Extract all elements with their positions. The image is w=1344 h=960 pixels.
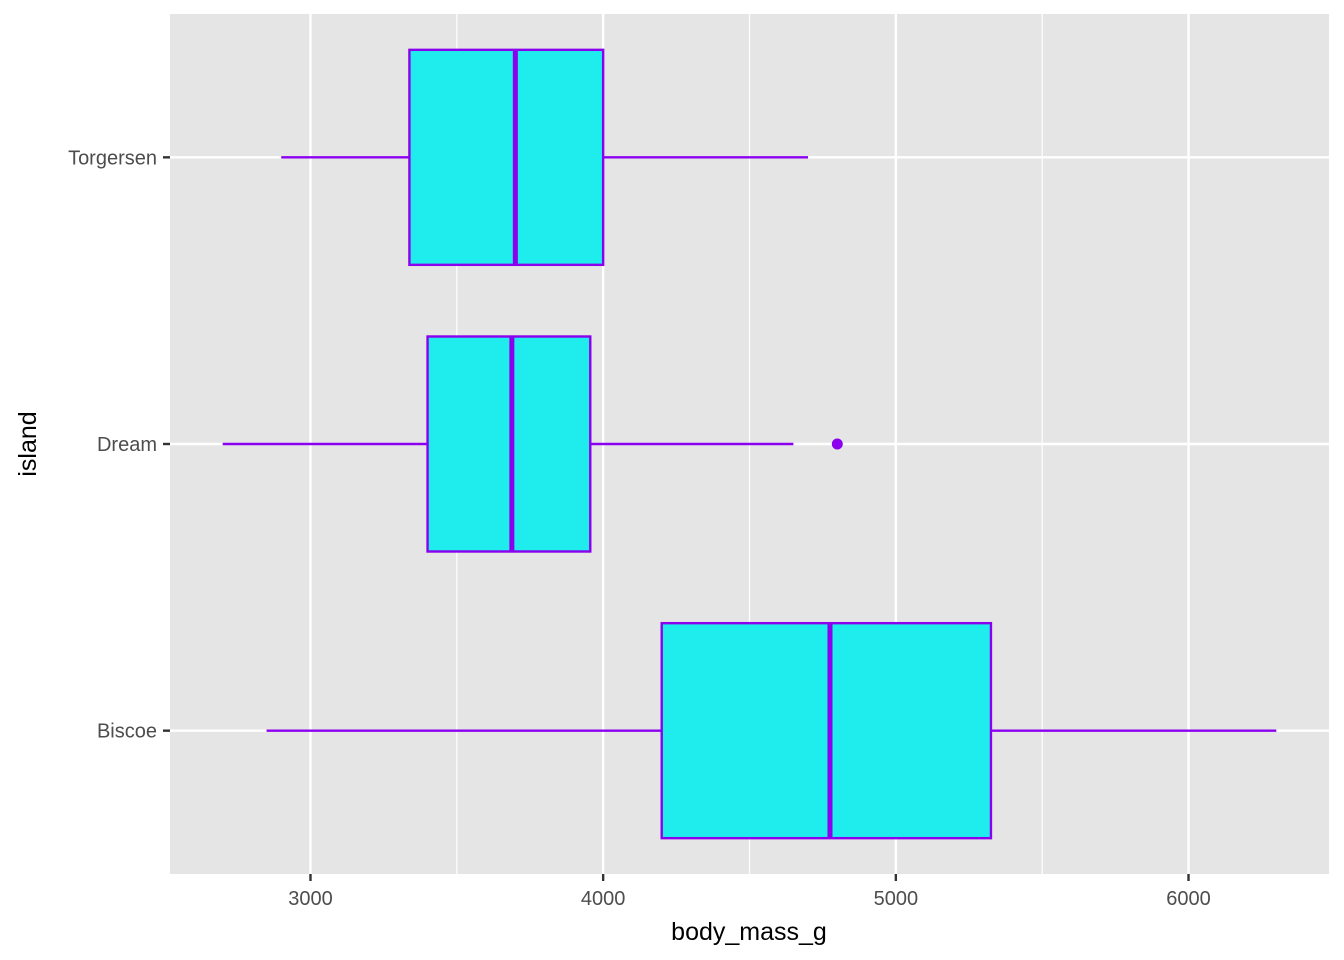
x-axis-title: body_mass_g	[671, 918, 827, 946]
x-tick-label: 4000	[581, 888, 626, 910]
box-layer	[222, 48, 1277, 840]
box-iqr	[408, 48, 605, 267]
y-tick-label: Biscoe	[97, 721, 157, 743]
box-iqr	[426, 335, 592, 553]
y-tick-label: Dream	[97, 434, 157, 456]
x-tick-label: 5000	[874, 888, 919, 910]
box-torgersen	[281, 48, 809, 267]
x-tick-label: 6000	[1166, 888, 1211, 910]
box-iqr	[660, 621, 993, 840]
y-axis-title: island	[14, 411, 42, 476]
outlier-point	[831, 438, 843, 450]
box-biscoe	[266, 621, 1277, 840]
x-tick-label: 3000	[288, 888, 333, 910]
y-tick-label: Torgersen	[68, 147, 157, 169]
box-dream	[222, 335, 843, 553]
axes-layer: 3000 4000 5000 6000 Biscoe Dream Torgersen	[68, 147, 1211, 910]
